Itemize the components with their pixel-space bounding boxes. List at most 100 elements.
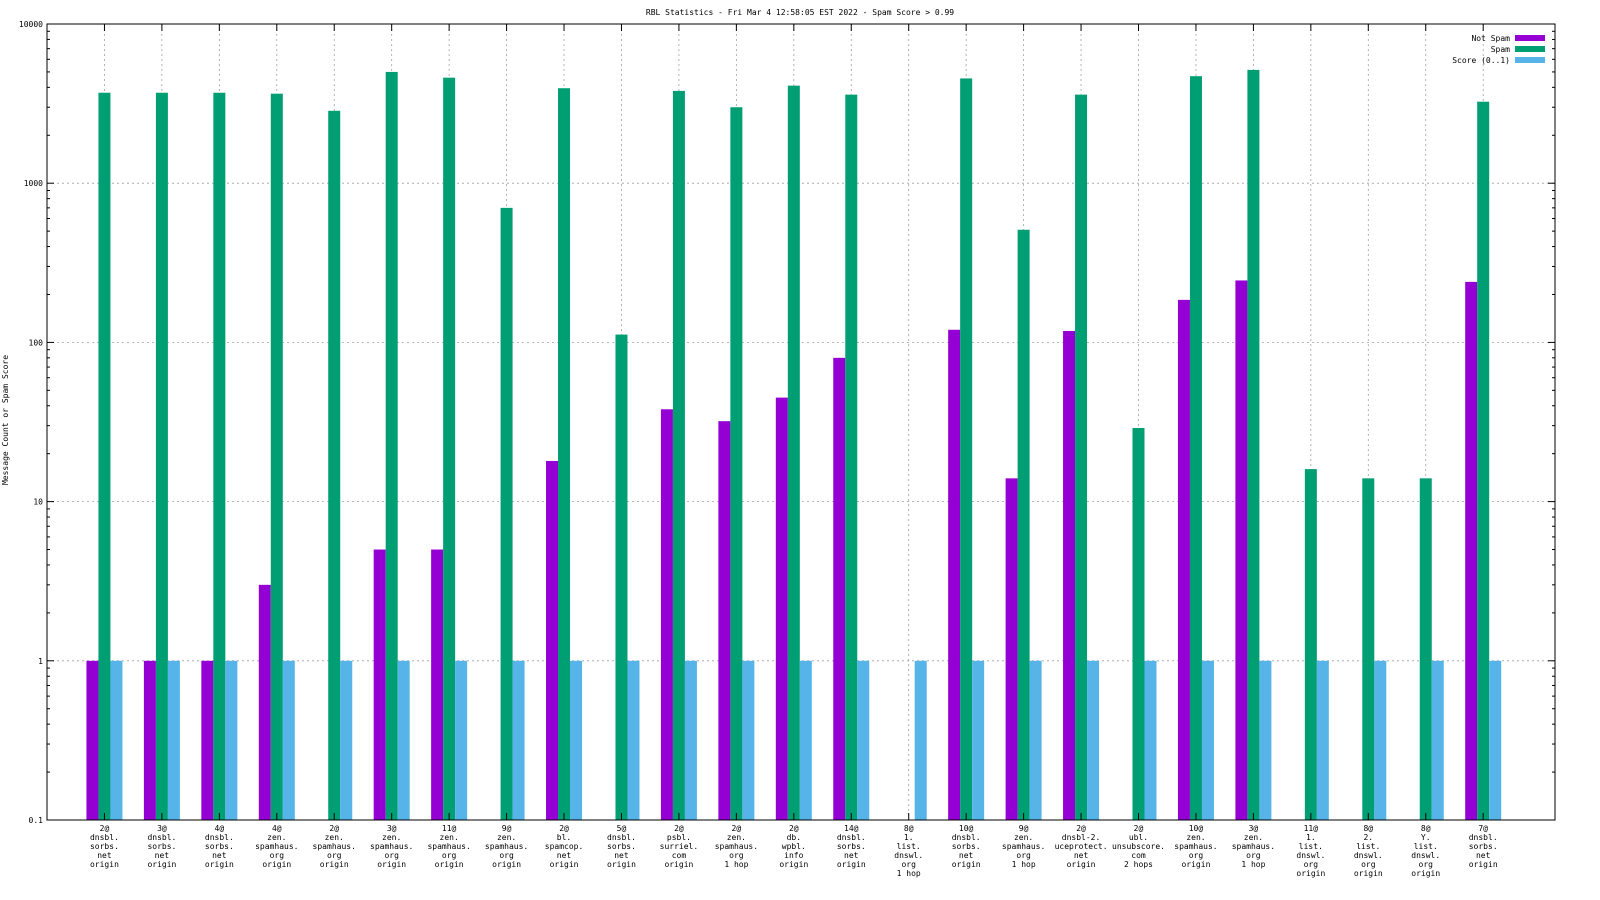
bar-not-spam-cat-03 <box>201 660 214 820</box>
x-tick-label: info <box>784 851 803 860</box>
x-tick-label: org <box>1016 851 1031 860</box>
x-tick-label: zen. <box>1244 833 1263 842</box>
x-tick-label: com <box>672 851 687 860</box>
x-tick-label: 3@ <box>1249 824 1259 833</box>
x-tick-label: origin <box>607 860 636 869</box>
x-tick-label: origin <box>952 860 981 869</box>
x-tick-label: bl. <box>557 833 571 842</box>
x-tick-label: spamhaus. <box>1174 842 1217 851</box>
bar-score-cat-15 <box>914 660 927 820</box>
plot-border <box>46 23 1556 821</box>
bar-spam-cat-11 <box>672 90 685 821</box>
bar-score-cat-08 <box>512 660 525 820</box>
x-tick-label: origin <box>147 860 176 869</box>
x-tick-label: 2. <box>1363 833 1373 842</box>
bar-score-cat-24 <box>1431 660 1444 820</box>
x-tick-label: 11@ <box>442 824 457 833</box>
x-tick-label: net <box>557 851 572 860</box>
bar-score-cat-17 <box>1029 660 1042 820</box>
x-tick-label: 2@ <box>674 824 684 833</box>
x-tick-label: dnsbl. <box>147 833 176 842</box>
x-tick-label: 3@ <box>157 824 167 833</box>
x-tick-label: origin <box>377 860 406 869</box>
x-tick-label: ubl. <box>1129 833 1148 842</box>
x-tick-label: origin <box>262 860 291 869</box>
bar-spam-cat-09 <box>558 88 571 820</box>
x-tick-label: 3@ <box>387 824 397 833</box>
x-tick-label: org <box>1304 860 1319 869</box>
axis-labels: 0.11101001000100002@dnsbl.sorbs.netorigi… <box>19 20 1498 878</box>
x-tick-label: spamhaus. <box>1232 842 1275 851</box>
x-tick-label: zen. <box>382 833 401 842</box>
bar-not-spam-cat-09 <box>546 460 559 820</box>
x-tick-label: origin <box>1411 869 1440 878</box>
bar-spam-cat-25 <box>1477 101 1490 820</box>
x-tick-label: list. <box>1414 842 1438 851</box>
x-tick-label: dnswl. <box>1296 851 1325 860</box>
x-tick-label: org <box>270 851 285 860</box>
bar-score-cat-10 <box>627 660 640 820</box>
x-tick-label: spamhaus. <box>485 842 528 851</box>
bar-spam-cat-01 <box>98 92 111 820</box>
x-tick-label: list. <box>897 842 921 851</box>
x-tick-label: org <box>384 851 399 860</box>
x-tick-label: dnsbl. <box>607 833 636 842</box>
bar-score-cat-22 <box>1316 660 1329 820</box>
x-tick-label: 2@ <box>1134 824 1144 833</box>
x-tick-label: 2@ <box>100 824 110 833</box>
x-tick-label: 1 hop <box>724 860 748 869</box>
x-tick-label: zen. <box>267 833 286 842</box>
bar-spam-cat-06 <box>385 71 398 821</box>
bar-not-spam-cat-06 <box>373 549 386 820</box>
x-tick-label: 2 hops <box>1124 860 1153 869</box>
bar-not-spam-cat-14 <box>833 357 846 820</box>
bar-spam-cat-02 <box>155 92 168 820</box>
x-tick-label: dnsbl. <box>90 833 119 842</box>
y-tick-label: 1 <box>38 657 43 666</box>
x-tick-label: origin <box>205 860 234 869</box>
bar-spam-cat-24 <box>1419 478 1432 820</box>
bar-not-spam-cat-17 <box>1005 478 1018 820</box>
x-tick-label: zen. <box>440 833 459 842</box>
x-tick-label: list. <box>1299 842 1323 851</box>
x-tick-label: sorbs. <box>205 842 234 851</box>
bar-spam-cat-08 <box>500 207 513 820</box>
x-tick-label: spamhaus. <box>1002 842 1045 851</box>
bar-not-spam-cat-01 <box>86 660 99 820</box>
bar-not-spam-cat-21 <box>1235 280 1248 820</box>
x-tick-label: com <box>1131 851 1146 860</box>
x-tick-label: org <box>729 851 744 860</box>
x-tick-label: origin <box>1296 869 1325 878</box>
x-tick-label: origin <box>1469 860 1498 869</box>
x-tick-label: 10@ <box>1189 824 1204 833</box>
x-tick-label: 9@ <box>502 824 512 833</box>
bar-score-cat-02 <box>167 660 180 820</box>
x-tick-label: db. <box>787 833 801 842</box>
x-tick-label: 2@ <box>1076 824 1086 833</box>
y-tick-label: 1000 <box>24 179 43 188</box>
bar-spam-cat-05 <box>328 110 341 820</box>
bar-not-spam-cat-12 <box>718 421 731 820</box>
x-tick-label: dnsbl. <box>952 833 981 842</box>
x-tick-label: spamhaus. <box>427 842 470 851</box>
x-tick-label: 2@ <box>559 824 569 833</box>
bar-spam-cat-07 <box>443 77 456 820</box>
bar-spam-cat-10 <box>615 334 628 820</box>
x-tick-label: 4@ <box>215 824 225 833</box>
x-tick-label: 14@ <box>844 824 859 833</box>
bar-spam-cat-17 <box>1017 229 1030 820</box>
x-tick-label: org <box>1361 860 1376 869</box>
bar-spam-cat-20 <box>1189 76 1202 820</box>
y-tick-label: 0.1 <box>29 816 44 825</box>
x-tick-label: sorbs. <box>1469 842 1498 851</box>
